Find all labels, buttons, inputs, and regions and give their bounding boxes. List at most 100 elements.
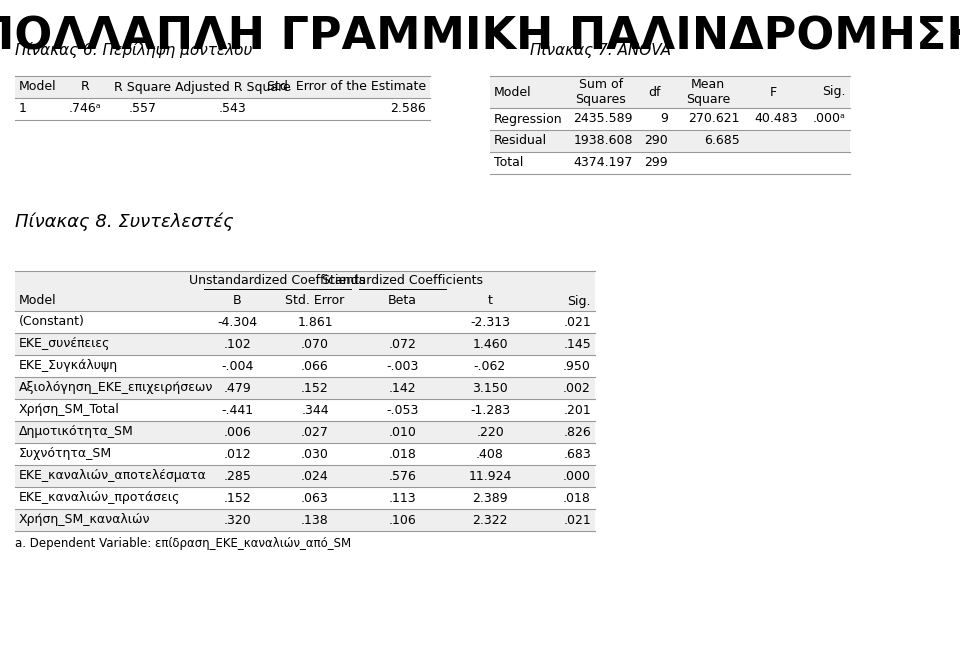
Text: 1938.608: 1938.608 bbox=[573, 135, 633, 147]
Bar bbox=[490, 130, 850, 152]
Text: R: R bbox=[81, 81, 89, 93]
Bar bbox=[15, 421, 595, 443]
Text: .152: .152 bbox=[301, 382, 329, 394]
Bar bbox=[15, 311, 595, 333]
Text: .576: .576 bbox=[389, 470, 417, 482]
Text: .408: .408 bbox=[476, 448, 504, 460]
Text: .543: .543 bbox=[219, 103, 247, 115]
Bar bbox=[15, 271, 595, 311]
Text: Std. Error: Std. Error bbox=[285, 294, 345, 308]
Text: Πίνακας 8. Συντελεστές: Πίνακας 8. Συντελεστές bbox=[15, 212, 233, 231]
Text: Συχνότητα_SM: Συχνότητα_SM bbox=[19, 448, 112, 460]
Text: Regression: Regression bbox=[494, 113, 563, 125]
Text: .220: .220 bbox=[476, 426, 504, 438]
Text: .320: .320 bbox=[224, 513, 252, 527]
Text: 9: 9 bbox=[660, 113, 668, 125]
Bar bbox=[15, 443, 595, 465]
Text: .344: .344 bbox=[301, 404, 329, 416]
Text: Total: Total bbox=[494, 157, 523, 170]
Text: .072: .072 bbox=[389, 338, 417, 350]
Text: 4374.197: 4374.197 bbox=[574, 157, 633, 170]
Bar bbox=[15, 399, 595, 421]
Text: -.004: -.004 bbox=[222, 360, 253, 372]
Text: df: df bbox=[648, 85, 660, 99]
Bar bbox=[15, 487, 595, 509]
Bar bbox=[15, 465, 595, 487]
Text: Model: Model bbox=[494, 85, 532, 99]
Bar bbox=[490, 76, 850, 108]
Text: Unstandardized Coefficients: Unstandardized Coefficients bbox=[189, 274, 366, 288]
Text: -.441: -.441 bbox=[222, 404, 253, 416]
Text: -.003: -.003 bbox=[386, 360, 419, 372]
Text: 1: 1 bbox=[19, 103, 27, 115]
Text: .024: .024 bbox=[301, 470, 329, 482]
Text: -1.283: -1.283 bbox=[470, 404, 510, 416]
Text: .070: .070 bbox=[301, 338, 329, 350]
Text: .018: .018 bbox=[564, 492, 591, 505]
Text: 299: 299 bbox=[644, 157, 668, 170]
Text: t: t bbox=[488, 294, 492, 308]
Text: .142: .142 bbox=[389, 382, 417, 394]
Text: 1.460: 1.460 bbox=[472, 338, 508, 350]
Text: .063: .063 bbox=[301, 492, 329, 505]
Text: (Constant): (Constant) bbox=[19, 316, 84, 328]
Text: Πίνακας 7. ANOVA: Πίνακας 7. ANOVA bbox=[530, 42, 670, 58]
Text: .018: .018 bbox=[389, 448, 417, 460]
Text: .826: .826 bbox=[564, 426, 591, 438]
Text: .106: .106 bbox=[389, 513, 417, 527]
Text: Sig.: Sig. bbox=[567, 294, 591, 308]
Text: .557: .557 bbox=[129, 103, 156, 115]
Bar bbox=[15, 333, 595, 355]
Text: Sig.: Sig. bbox=[823, 85, 846, 99]
Text: .950: .950 bbox=[564, 360, 591, 372]
Text: .010: .010 bbox=[389, 426, 417, 438]
Text: .000: .000 bbox=[563, 470, 591, 482]
Text: .285: .285 bbox=[224, 470, 252, 482]
Text: 270.621: 270.621 bbox=[688, 113, 740, 125]
Text: .030: .030 bbox=[301, 448, 329, 460]
Text: Πίνακας 6. Περίληψη μοντέλου: Πίνακας 6. Περίληψη μοντέλου bbox=[15, 42, 252, 58]
Text: .102: .102 bbox=[224, 338, 252, 350]
Text: .002: .002 bbox=[564, 382, 591, 394]
Bar bbox=[490, 108, 850, 130]
Bar bbox=[490, 152, 850, 174]
Text: .746ᵃ: .746ᵃ bbox=[69, 103, 102, 115]
Text: Model: Model bbox=[19, 81, 57, 93]
Text: Sum of
Squares: Sum of Squares bbox=[576, 78, 626, 106]
Text: F: F bbox=[769, 85, 777, 99]
Text: .012: .012 bbox=[224, 448, 252, 460]
Bar bbox=[15, 377, 595, 399]
Text: 290: 290 bbox=[644, 135, 668, 147]
Text: Std. Error of the Estimate: Std. Error of the Estimate bbox=[267, 81, 426, 93]
Text: .479: .479 bbox=[224, 382, 252, 394]
Bar bbox=[15, 98, 430, 120]
Text: R Square: R Square bbox=[114, 81, 171, 93]
Text: 2435.589: 2435.589 bbox=[573, 113, 633, 125]
Text: .113: .113 bbox=[389, 492, 417, 505]
Text: 2.586: 2.586 bbox=[391, 103, 426, 115]
Text: Δημοτικότητα_SM: Δημοτικότητα_SM bbox=[19, 426, 133, 438]
Text: .000ᵃ: .000ᵃ bbox=[813, 113, 846, 125]
Text: .138: .138 bbox=[301, 513, 329, 527]
Bar bbox=[15, 355, 595, 377]
Text: .152: .152 bbox=[224, 492, 252, 505]
Text: -4.304: -4.304 bbox=[217, 316, 257, 328]
Text: Standardized Coefficients: Standardized Coefficients bbox=[322, 274, 483, 288]
Text: 6.685: 6.685 bbox=[705, 135, 740, 147]
Text: Beta: Beta bbox=[388, 294, 417, 308]
Text: B: B bbox=[233, 294, 242, 308]
Text: 2.322: 2.322 bbox=[472, 513, 508, 527]
Text: ΕΚΕ_Συγκάλυψη: ΕΚΕ_Συγκάλυψη bbox=[19, 360, 118, 372]
Text: Mean
Square: Mean Square bbox=[685, 78, 731, 106]
Text: ΕΚΕ_καναλιών_αποτελέσματα: ΕΚΕ_καναλιών_αποτελέσματα bbox=[19, 470, 206, 482]
Text: Residual: Residual bbox=[494, 135, 547, 147]
Text: Αξιολόγηση_ΕΚΕ_επιχειρήσεων: Αξιολόγηση_ΕΚΕ_επιχειρήσεων bbox=[19, 382, 213, 394]
Text: Adjusted R Square: Adjusted R Square bbox=[175, 81, 290, 93]
Text: -2.313: -2.313 bbox=[470, 316, 510, 328]
Text: ΕΚΕ_καναλιών_προτάσεις: ΕΚΕ_καναλιών_προτάσεις bbox=[19, 492, 180, 505]
Text: 40.483: 40.483 bbox=[755, 113, 798, 125]
Text: Χρήση_SM_Total: Χρήση_SM_Total bbox=[19, 404, 120, 416]
Text: .006: .006 bbox=[224, 426, 252, 438]
Text: .021: .021 bbox=[564, 316, 591, 328]
Text: .021: .021 bbox=[564, 513, 591, 527]
